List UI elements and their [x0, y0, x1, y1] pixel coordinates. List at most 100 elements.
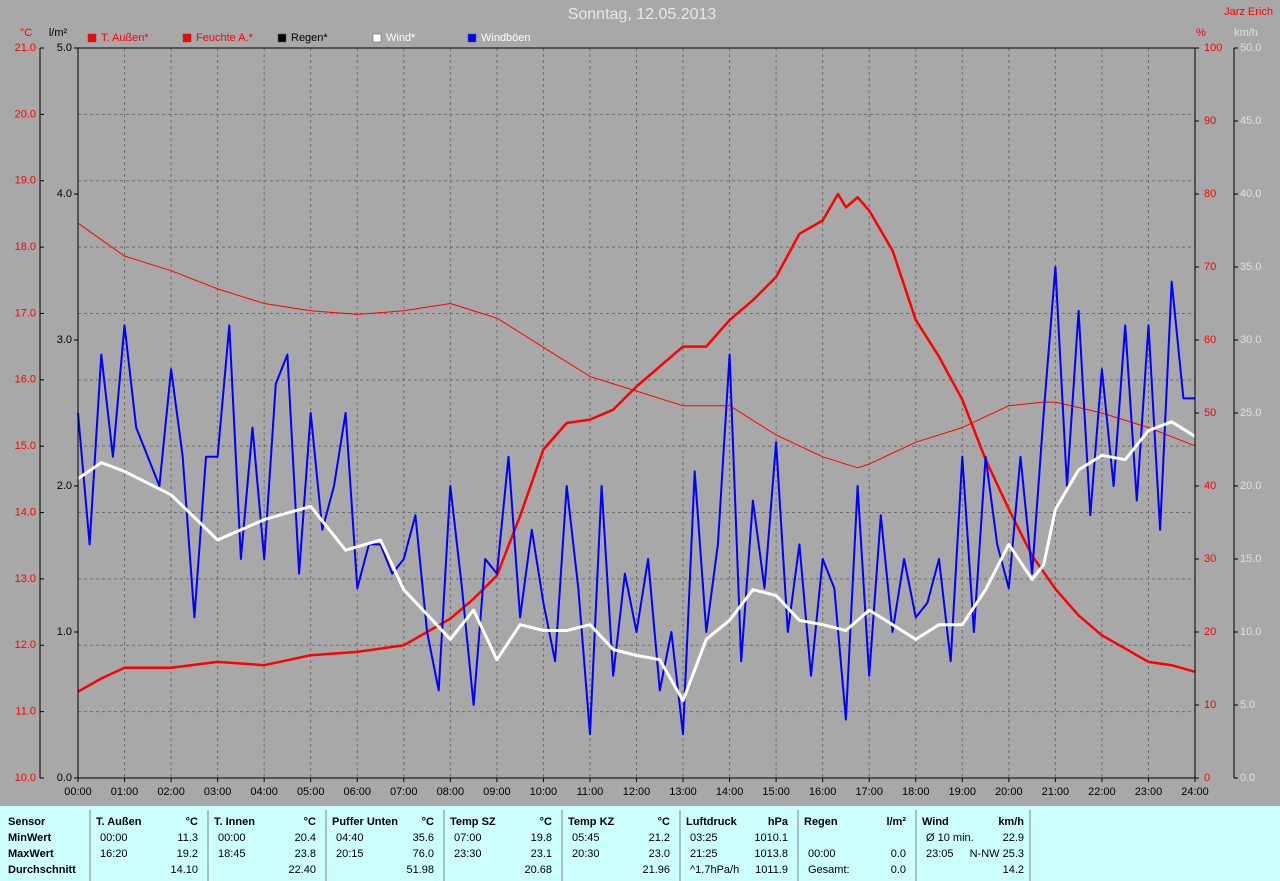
cell-value: 21.2: [649, 832, 670, 844]
cell-time: 23:05: [926, 848, 954, 860]
y-tick-label: 13.0: [15, 573, 36, 585]
x-tick-label: 20:00: [995, 786, 1023, 798]
cell-value: 0.0: [891, 864, 906, 876]
table-background: [0, 806, 1280, 881]
cell-value: 19.8: [531, 832, 552, 844]
row-label: Sensor: [8, 816, 46, 828]
legend-label: Windböen: [481, 32, 531, 44]
y4-tick-label: 40.0: [1240, 188, 1261, 200]
column-header: Puffer Unten: [332, 816, 398, 828]
cell-value: 21.96: [642, 864, 670, 876]
legend-label: Wind*: [386, 32, 416, 44]
cell-time: 04:40: [336, 832, 364, 844]
column-unit: km/h: [998, 816, 1024, 828]
y3-tick-label: 0.0: [57, 772, 72, 784]
cell-time: 18:45: [218, 848, 246, 860]
x-tick-label: 24:00: [1181, 786, 1209, 798]
y-tick-label: 14.0: [15, 506, 36, 518]
cell-value: 1011.9: [755, 864, 788, 876]
x-tick-label: 00:00: [64, 786, 92, 798]
y4-tick-label: 20.0: [1240, 480, 1261, 492]
chart-title: Sonntag, 12.05.2013: [568, 6, 717, 23]
y3-axis-label: l/m²: [49, 27, 68, 39]
legend-label: T. Außen*: [101, 32, 149, 44]
axes: 00:00 01:00 02:00 03:00 04:00 05:00 06:00 07:00…: [15, 32, 1262, 798]
x-tick-label: 17:00: [855, 786, 883, 798]
y-tick-label: 16.0: [15, 374, 36, 386]
cell-value: 23.8: [295, 848, 316, 860]
cell-time: 00:00: [100, 832, 128, 844]
y2-tick-label: 20: [1204, 626, 1216, 638]
y4-tick-label: 10.0: [1240, 626, 1261, 638]
y-tick-label: 11.0: [15, 706, 36, 718]
x-tick-label: 12:00: [623, 786, 651, 798]
cell-value: 14.10: [170, 864, 198, 876]
grid: [78, 48, 1195, 778]
y3-tick-label: 1.0: [57, 626, 72, 638]
column-header: Wind: [922, 816, 949, 828]
cell-value: 14.2: [1003, 864, 1024, 876]
cell-value: 0.0: [891, 848, 906, 860]
y2-tick-label: 100: [1204, 42, 1222, 54]
cell-time: 03:25: [690, 832, 718, 844]
cell-time: 21:25: [690, 848, 718, 860]
y-tick-label: 19.0: [15, 175, 36, 187]
x-tick-label: 04:00: [250, 786, 278, 798]
cell-value: 11.3: [177, 832, 198, 844]
summary-table: Sensor MinWert MaxWert Durchschnitt T. Außen…: [8, 810, 1031, 881]
column-unit: hPa: [768, 816, 789, 828]
x-tick-label: 15:00: [762, 786, 790, 798]
y2-tick-label: 40: [1204, 480, 1216, 492]
legend-swatch: [467, 33, 477, 43]
legend-swatch: [182, 33, 192, 43]
author: Jarz Erich: [1224, 6, 1273, 18]
cell-value: 51.98: [406, 864, 434, 876]
cell-time: Gesamt:: [808, 864, 850, 876]
y3-tick-label: 5.0: [57, 42, 72, 54]
cell-time: 20:15: [336, 848, 364, 860]
y2-axis-label: %: [1196, 27, 1206, 39]
x-tick-label: 06:00: [343, 786, 371, 798]
x-tick-label: 01:00: [111, 786, 139, 798]
cell-value: 23.0: [649, 848, 670, 860]
column-header: Temp SZ: [450, 816, 496, 828]
column-unit: °C: [540, 816, 552, 828]
cell-value: 1013.8: [754, 848, 788, 860]
row-label: Durchschnitt: [8, 864, 76, 876]
y-tick-label: 21.0: [15, 42, 36, 54]
series-line: [77, 192, 1196, 693]
x-tick-label: 08:00: [437, 786, 465, 798]
y2-tick-label: 60: [1204, 334, 1216, 346]
series-line: [77, 266, 1195, 736]
y-tick-label: 18.0: [15, 241, 36, 253]
plot-frame: [77, 47, 1196, 779]
y4-tick-label: 30.0: [1240, 334, 1261, 346]
legend-swatch: [277, 33, 287, 43]
y3-tick-label: 4.0: [57, 188, 72, 200]
cell-time: 05:45: [572, 832, 600, 844]
x-tick-label: 14:00: [716, 786, 744, 798]
x-tick-label: 21:00: [1042, 786, 1070, 798]
cell-value: 35.6: [413, 832, 434, 844]
y2-tick-label: 50: [1204, 407, 1216, 419]
y3-tick-label: 3.0: [57, 334, 72, 346]
y-tick-label: 15.0: [15, 440, 36, 452]
cell-value: 22.40: [288, 864, 316, 876]
x-tick-label: 07:00: [390, 786, 418, 798]
y4-tick-label: 5.0: [1240, 699, 1255, 711]
x-tick-label: 11:00: [577, 786, 604, 798]
y4-tick-label: 0.0: [1240, 772, 1255, 784]
cell-time: ^1.7hPa/h: [690, 864, 739, 876]
x-tick-label: 18:00: [902, 786, 930, 798]
y2-tick-label: 0: [1204, 772, 1210, 784]
x-tick-label: 13:00: [669, 786, 697, 798]
cell-time: 16:20: [100, 848, 128, 860]
x-tick-label: 23:00: [1135, 786, 1163, 798]
x-tick-label: 02:00: [157, 786, 185, 798]
x-tick-label: 10:00: [530, 786, 558, 798]
y-tick-label: 10.0: [15, 772, 36, 784]
cell-time: 20:30: [572, 848, 600, 860]
series-line: [77, 420, 1196, 703]
